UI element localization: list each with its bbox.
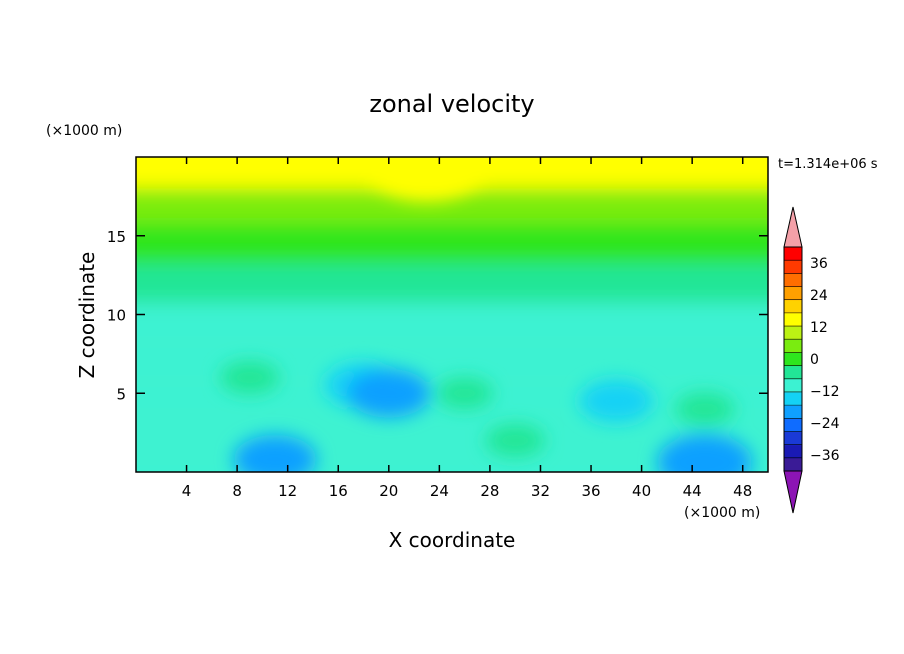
- colorbar-segment: [784, 431, 802, 446]
- colorbar-segment: [784, 286, 802, 301]
- x-tick-label: 44: [683, 482, 702, 500]
- colorbar-under-arrow: [783, 470, 803, 514]
- field-feature: [675, 392, 735, 426]
- x-tick-label: 48: [733, 482, 752, 500]
- field-feature: [485, 424, 545, 457]
- colorbar-segment: [784, 339, 802, 353]
- field-feature: [220, 361, 280, 394]
- y-unit-label: (×1000 m): [46, 123, 122, 139]
- colorbar-segment: [784, 247, 802, 261]
- field-features: [220, 157, 753, 472]
- field-feature: [347, 368, 431, 418]
- x-tick-label: 24: [430, 482, 449, 500]
- colorbar-tick-label: 0: [810, 352, 819, 368]
- field-feature: [233, 435, 317, 472]
- colorbar-frame: [783, 246, 803, 472]
- colorbar-segment: [784, 405, 802, 419]
- field-bands: [136, 157, 768, 472]
- x-tick-label: 8: [232, 482, 242, 500]
- colorbar-segment: [784, 326, 802, 340]
- chart-title: zonal velocity: [369, 90, 534, 118]
- colorbar-segment: [784, 457, 802, 472]
- field-feature: [579, 379, 654, 423]
- colorbar-segment: [784, 365, 802, 380]
- x-tick-label: 28: [480, 482, 499, 500]
- colorbar-segment: [784, 312, 802, 327]
- x-tick-label: 36: [581, 482, 600, 500]
- colorbar-tick-label: 12: [810, 320, 828, 336]
- plot-area: [136, 157, 768, 472]
- y-axis-ticks: 5 10 15: [107, 228, 768, 403]
- colorbar-segment: [784, 444, 802, 459]
- field-feature: [436, 377, 494, 409]
- x-tick-label: 4: [182, 482, 192, 500]
- x-axis-ticks: 4 8 12 16 20 24 28 32 36 40 44 48: [182, 157, 752, 500]
- x-tick-label: 20: [379, 482, 398, 500]
- x-tick-label: 16: [329, 482, 348, 500]
- field-band: [136, 302, 768, 343]
- colorbar-segment: [784, 352, 802, 367]
- colorbar-segment: [784, 273, 802, 288]
- colorbar-tick-label: 36: [810, 256, 828, 272]
- colorbar-tick-label: −12: [810, 384, 840, 400]
- colorbar-segment: [784, 391, 802, 406]
- field-feature: [368, 157, 486, 201]
- field-band: [136, 263, 768, 303]
- colorbar-over-arrow: [783, 206, 803, 248]
- colorbar-segment: [784, 378, 802, 393]
- colorbar-tick-label: −36: [810, 448, 840, 464]
- colorbar: 36 24 12 0 −12 −24 −36: [783, 206, 840, 514]
- y-tick-label: 10: [107, 307, 126, 325]
- x-axis-label: X coordinate: [389, 528, 516, 552]
- colorbar-segment: [784, 299, 802, 314]
- y-tick-label: 5: [116, 385, 126, 403]
- colorbar-segment: [784, 260, 802, 274]
- time-label: t=1.314e+06 s: [778, 157, 878, 172]
- field-feature: [657, 434, 753, 472]
- colorbar-segment: [784, 418, 802, 432]
- field-band: [136, 223, 768, 264]
- y-tick-label: 15: [107, 228, 126, 246]
- colorbar-tick-label: −24: [810, 416, 840, 432]
- field-band: [136, 342, 768, 382]
- x-tick-label: 40: [632, 482, 651, 500]
- x-tick-label: 12: [278, 482, 297, 500]
- colorbar-tick-label: 24: [810, 288, 828, 304]
- x-tick-label: 32: [531, 482, 550, 500]
- x-unit-label: (×1000 m): [684, 505, 760, 521]
- y-axis-label: Z coordinate: [75, 252, 99, 379]
